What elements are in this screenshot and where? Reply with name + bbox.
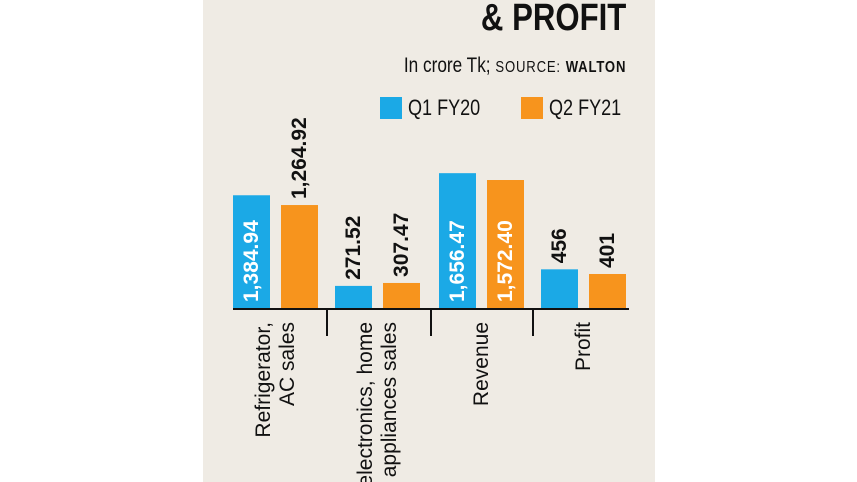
- data-label-q1-2: 1,656.47: [446, 220, 469, 302]
- data-label-q1-3: 456: [548, 228, 571, 263]
- chart-subtitle: In crore Tk; SOURCE: WALTON: [404, 54, 626, 78]
- category-label-2: Revenue: [470, 322, 493, 406]
- data-label-q2-3: 401: [596, 233, 619, 268]
- data-label-q2-1: 307.47: [390, 213, 413, 277]
- infographic-panel: & PROFIT In crore Tk; SOURCE: WALTON Q1 …: [203, 0, 655, 482]
- category-label-1-line-0: electronics, home: [354, 322, 377, 482]
- bar-q1-2: [439, 173, 476, 308]
- bar-q1-0: [233, 195, 270, 308]
- bar-q2-2: [487, 180, 524, 308]
- legend-swatch-q1: [380, 97, 402, 119]
- bar-q2-3: [589, 273, 626, 308]
- data-label-q1-0: 1,384.94: [240, 220, 263, 302]
- data-label-q2-2: 1,572.40: [494, 220, 517, 302]
- unit-label: In crore Tk;: [403, 54, 491, 77]
- source-label: SOURCE:: [495, 59, 561, 76]
- category-label-0-line-0: Refrigerator,: [252, 322, 275, 438]
- category-label-3: Profit: [572, 322, 595, 371]
- bar-q2-1: [383, 282, 420, 308]
- bar-q2-0: [281, 205, 318, 308]
- bar-q1-3: [541, 269, 578, 308]
- category-label-0-line-1: AC sales: [276, 322, 299, 406]
- legend-label-q2: Q2 FY21: [549, 95, 622, 120]
- data-label-q2-0: 1,264.92: [288, 117, 311, 199]
- bar-chart: 1,384.94 1,264.92 271.52 307.47 1,656.47 1,57…: [233, 117, 629, 482]
- chart-title: & PROFIT: [480, 0, 626, 39]
- bar-q1-1: [335, 285, 372, 308]
- source-name: WALTON: [565, 59, 626, 76]
- legend-swatch-q2: [521, 97, 543, 119]
- category-label-1-line-1: appliances sales: [378, 322, 401, 477]
- legend-label-q1: Q1 FY20: [408, 95, 481, 120]
- data-label-q1-1: 271.52: [342, 216, 365, 280]
